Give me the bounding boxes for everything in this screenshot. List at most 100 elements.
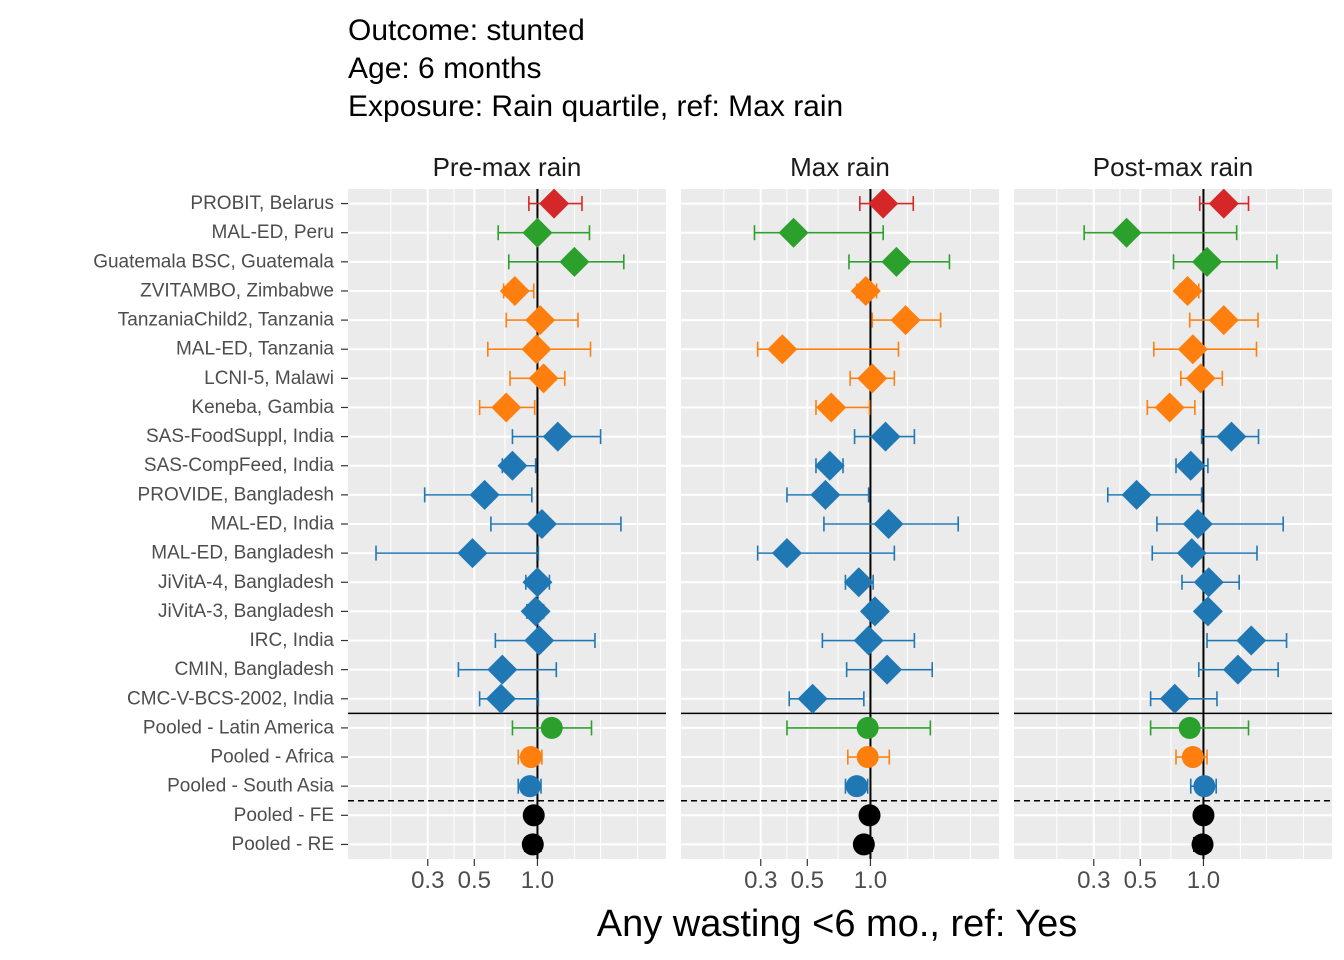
point-estimate-diamond <box>1111 217 1142 248</box>
y-tick-label: Pooled - RE <box>232 834 334 855</box>
point-estimate-diamond <box>771 538 802 569</box>
point-estimate-diamond <box>521 334 552 365</box>
x-tick-label: 0.5 <box>791 867 824 894</box>
y-tick-label: JiVitA-4, Bangladesh <box>158 572 334 593</box>
point-estimate-diamond <box>522 567 553 598</box>
point-estimate-diamond <box>542 421 573 452</box>
y-tick-label: IRC, India <box>250 630 335 651</box>
panel-strip-label: Max rain <box>790 152 890 182</box>
point-estimate-circle <box>518 775 541 798</box>
x-axis-title: Any wasting <6 mo., ref: Yes <box>597 903 1078 945</box>
y-tick-label: TanzaniaChild2, Tanzania <box>118 310 335 331</box>
point-estimate-diamond <box>1208 305 1239 336</box>
y-tick-label: MAL-ED, Peru <box>212 222 334 243</box>
panel-strip <box>1014 143 1332 189</box>
point-estimate-circle <box>521 833 544 856</box>
point-estimate-diamond <box>1172 275 1203 306</box>
point-estimate-diamond <box>1176 538 1207 569</box>
point-estimate-diamond <box>1193 567 1224 598</box>
point-estimate-diamond <box>816 392 847 423</box>
point-estimate-diamond <box>1177 334 1208 365</box>
chart-title-line: Exposure: Rain quartile, ref: Max rain <box>348 90 843 123</box>
point-estimate-diamond <box>1185 363 1216 394</box>
y-tick-label: MAL-ED, Tanzania <box>176 339 334 360</box>
point-estimate-diamond <box>526 509 557 539</box>
point-estimate-circle <box>858 804 881 827</box>
x-tick-label: 0.3 <box>1077 867 1110 894</box>
point-estimate-diamond <box>1182 509 1213 539</box>
point-estimate-diamond <box>1236 625 1267 656</box>
x-tick-label: 0.5 <box>458 867 491 894</box>
point-estimate-diamond <box>1154 392 1185 423</box>
point-estimate-diamond <box>485 683 516 714</box>
point-estimate-diamond <box>1192 246 1223 277</box>
point-estimate-circle <box>845 775 868 798</box>
point-estimate-diamond <box>520 596 551 627</box>
point-estimate-diamond <box>797 683 828 714</box>
point-estimate-circle <box>1181 746 1204 769</box>
x-tick-label: 1.0 <box>854 867 887 894</box>
chart-title-line: Outcome: stunted <box>348 14 585 47</box>
point-estimate-diamond <box>868 188 899 219</box>
point-estimate-diamond <box>881 246 912 277</box>
point-estimate-diamond <box>469 479 500 510</box>
point-estimate-diamond <box>524 625 555 656</box>
chart-title-line: Age: 6 months <box>348 52 541 85</box>
point-estimate-diamond <box>499 275 530 306</box>
point-estimate-diamond <box>890 305 921 336</box>
y-tick-label: PROBIT, Belarus <box>190 193 334 214</box>
x-tick-label: 1.0 <box>521 867 554 894</box>
y-tick-label: Guatemala BSC, Guatemala <box>93 251 334 272</box>
point-estimate-diamond <box>1216 421 1247 452</box>
point-estimate-diamond <box>491 392 522 423</box>
y-tick-label: MAL-ED, Bangladesh <box>151 543 334 564</box>
x-tick-label: 0.3 <box>744 867 777 894</box>
y-tick-label: ZVITAMBO, Zimbabwe <box>140 280 334 301</box>
point-estimate-circle <box>522 804 545 827</box>
point-estimate-diamond <box>778 217 809 248</box>
point-estimate-circle <box>519 746 542 769</box>
y-tick-label: CMIN, Bangladesh <box>175 659 334 680</box>
x-tick-label: 0.3 <box>411 867 444 894</box>
y-tick-label: Pooled - South Asia <box>167 776 334 797</box>
point-estimate-diamond <box>857 363 888 394</box>
point-estimate-diamond <box>843 567 874 598</box>
y-tick-label: SAS-FoodSuppl, India <box>146 426 334 447</box>
y-tick-label: CMC-V-BCS-2002, India <box>127 688 334 709</box>
point-estimate-diamond <box>810 479 841 510</box>
y-tick-label: MAL-ED, India <box>210 514 334 535</box>
point-estimate-diamond <box>870 421 901 452</box>
point-estimate-diamond <box>853 625 884 656</box>
point-estimate-diamond <box>528 363 559 394</box>
point-estimate-circle <box>856 746 879 769</box>
point-estimate-diamond <box>814 450 845 481</box>
panel-strip-label: Pre-max rain <box>433 152 582 182</box>
y-tick-label: SAS-CompFeed, India <box>144 455 335 476</box>
point-estimate-circle <box>852 833 875 856</box>
point-estimate-diamond <box>1121 479 1152 510</box>
point-estimate-diamond <box>487 654 518 685</box>
point-estimate-circle <box>540 716 563 739</box>
point-estimate-diamond <box>1192 596 1223 627</box>
y-tick-label: Pooled - Latin America <box>143 717 335 738</box>
y-tick-label: Pooled - Africa <box>210 747 334 768</box>
x-tick-label: 1.0 <box>1187 867 1220 894</box>
point-estimate-circle <box>1191 833 1214 856</box>
point-estimate-diamond <box>1175 450 1206 481</box>
point-estimate-diamond <box>1159 683 1190 714</box>
x-tick-label: 0.5 <box>1124 867 1157 894</box>
point-estimate-diamond <box>539 188 570 219</box>
point-estimate-circle <box>1192 804 1215 827</box>
y-tick-label: PROVIDE, Bangladesh <box>138 484 334 505</box>
panel-strip <box>681 143 999 189</box>
point-estimate-diamond <box>1222 654 1253 685</box>
point-estimate-diamond <box>497 450 528 481</box>
point-estimate-diamond <box>767 334 798 365</box>
panel-strip <box>348 143 666 189</box>
point-estimate-circle <box>1178 716 1201 739</box>
panel-strip-label: Post-max rain <box>1093 152 1253 182</box>
panel-pre-max-rain: Pre-max rain 0.3 0.5 1.0 <box>348 143 666 894</box>
point-estimate-diamond <box>1208 188 1239 219</box>
point-estimate-diamond <box>850 275 881 306</box>
